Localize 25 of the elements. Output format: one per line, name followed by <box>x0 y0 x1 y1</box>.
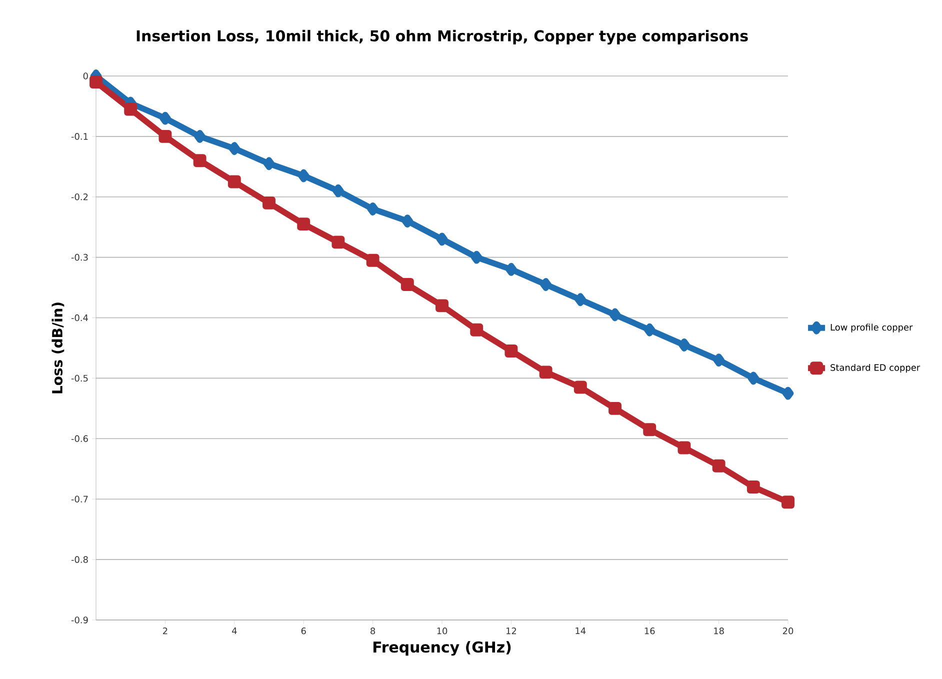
x-tick-label: 4 <box>232 628 237 634</box>
y-tick-label: -0.1 <box>71 133 88 140</box>
y-tick-label: -0.9 <box>71 616 88 624</box>
x-tick-label: 2 <box>163 628 168 634</box>
x-tick-label: 20 <box>782 628 794 634</box>
x-tick-label: 16 <box>644 628 655 634</box>
y-tick-label: -0.2 <box>71 193 88 200</box>
chart-title: Insertion Loss, 10mil thick, 50 ohm Microstrip, Copper type comparisons <box>136 30 748 44</box>
x-axis-title: Frequency (GHz) <box>373 641 511 656</box>
y-tick-label: -0.8 <box>71 556 88 563</box>
y-tick-label: -0.4 <box>71 314 88 322</box>
x-tick-label: 14 <box>576 628 586 634</box>
x-tick-label: 12 <box>506 628 516 634</box>
y-axis-title: Loss (dB/in) <box>52 302 64 394</box>
y-tick-label: -0.7 <box>71 496 88 502</box>
legend-label: Standard ED copper <box>830 364 920 373</box>
y-tick-label: -0.5 <box>71 374 88 382</box>
legend-label: Low profile copper <box>830 324 913 332</box>
x-tick-label: 18 <box>714 628 724 634</box>
x-tick-label: 10 <box>437 628 448 634</box>
y-tick-label: 0 <box>83 72 88 80</box>
x-tick-label: 8 <box>370 628 376 634</box>
y-tick-label: -0.6 <box>71 435 88 442</box>
x-tick-label: 6 <box>301 628 306 634</box>
y-tick-label: -0.3 <box>71 254 88 261</box>
